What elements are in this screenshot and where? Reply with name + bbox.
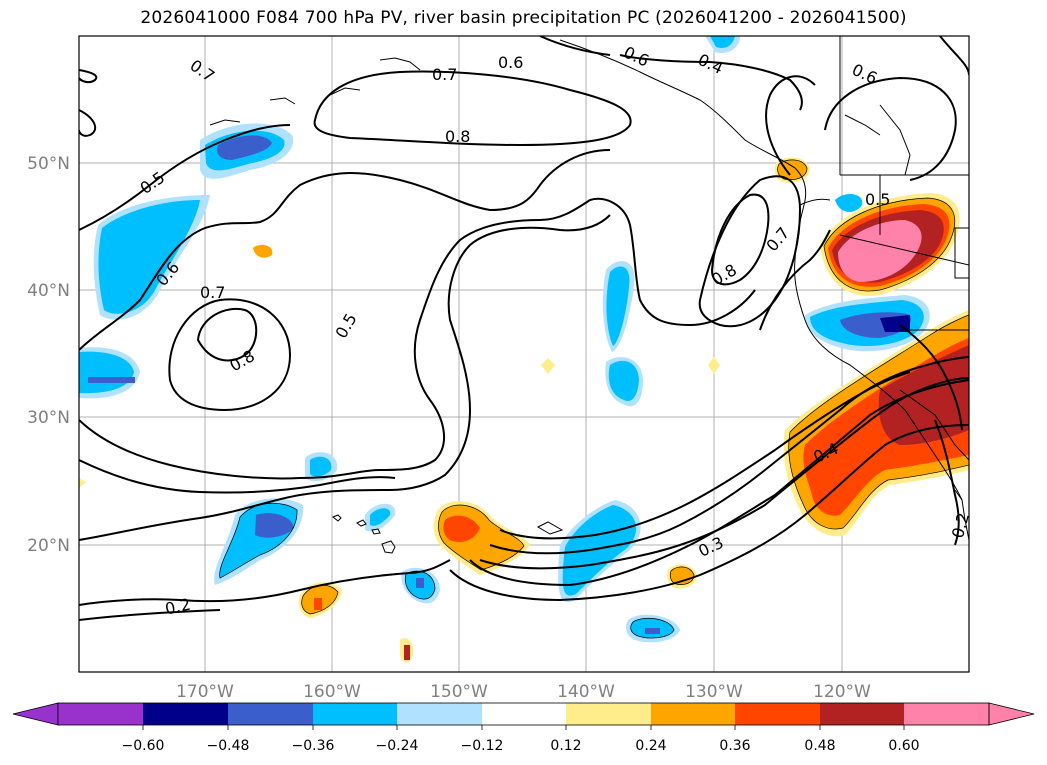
map-title: 2026041000 F084 700 hPa PV, river basin … [140,8,907,28]
colorbar-tick-label: 0.36 [719,738,750,754]
colorbar-segment [820,703,904,725]
contour-label: 0.6 [498,53,523,72]
hawaii-islands [332,514,564,554]
colorbar-tick-label: −0.48 [207,738,250,754]
contour-label: 0.2 [948,511,973,541]
colorbar-segment [651,703,735,725]
colorbar-segment [228,703,313,725]
colorbar: −0.60 −0.48 −0.36 −0.24 −0.12 0.12 0.24 … [12,702,1035,754]
colorbar-segment [904,703,989,725]
colorbar-tick-label: −0.60 [122,738,165,754]
colorbar-tick-label: 0.12 [550,738,581,754]
contour-label: 0.7 [200,283,225,302]
colorbar-segment [143,703,228,725]
colorbar-segment [313,703,397,725]
colorbar-frame [57,702,990,726]
colorbar-segment [397,703,482,725]
lat-tick-label: 50°N [27,154,70,174]
positive-precip-shading [79,157,969,663]
latitude-axis: 50°N 40°N 30°N 20°N [27,154,70,556]
colorbar-extend-high [988,702,1035,726]
lon-tick-label: 120°W [813,682,871,702]
contour-label: 0.8 [445,127,470,146]
colorbar-tick-label: −0.36 [292,738,335,754]
colorbar-tick-label: −0.24 [376,738,419,754]
contour-label: 0.7 [432,65,457,84]
map-frame [78,35,970,673]
lon-tick-label: 150°W [430,682,488,702]
lon-tick-label: 140°W [557,682,615,702]
longitude-axis: 170°W 160°W 150°W 140°W 130°W 120°W [176,682,871,702]
lon-tick-label: 130°W [685,682,743,702]
contour-label: 0.2 [163,595,192,619]
lat-tick-label: 40°N [27,281,70,301]
colorbar-tick-label: 0.48 [804,738,835,754]
colorbar-segment [58,703,143,725]
colorbar-segment [566,703,651,725]
colorbar-segment [735,703,820,725]
colorbar-tick-label: −0.12 [461,738,504,754]
contour-label: 0.5 [865,190,890,209]
colorbar-extend-low [12,702,59,726]
lon-tick-label: 160°W [303,682,361,702]
pv-contours [79,36,969,621]
lon-tick-label: 170°W [176,682,234,702]
lat-tick-label: 20°N [27,536,70,556]
colorbar-segment [482,703,566,725]
map-background [79,36,969,672]
colorbar-tick-label: 0.24 [635,738,666,754]
colorbar-tick-label: 0.60 [888,738,919,754]
lat-tick-label: 30°N [27,408,70,428]
